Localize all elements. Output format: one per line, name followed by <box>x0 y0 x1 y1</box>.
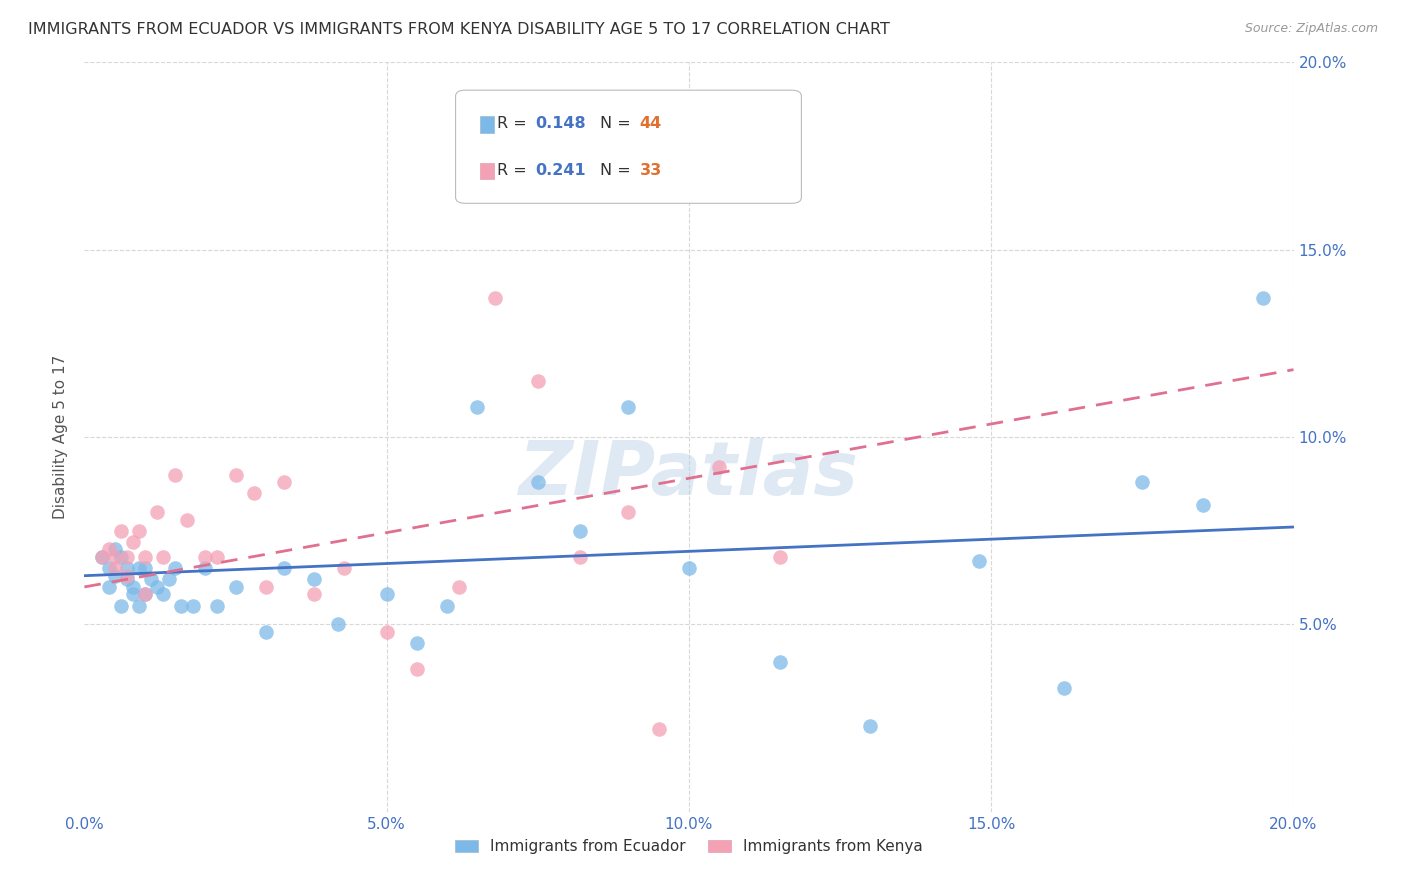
Point <box>617 505 640 519</box>
Point <box>678 561 700 575</box>
Point <box>104 568 127 582</box>
Point <box>97 580 120 594</box>
Point <box>254 580 277 594</box>
Point <box>302 573 325 587</box>
Legend: Immigrants from Ecuador, Immigrants from Kenya: Immigrants from Ecuador, Immigrants from… <box>449 833 929 860</box>
Point <box>273 561 295 575</box>
Point <box>207 599 229 613</box>
Point <box>121 587 143 601</box>
Point <box>194 549 217 564</box>
Point <box>967 554 990 568</box>
Point <box>110 599 132 613</box>
Point <box>617 400 640 414</box>
Point <box>134 549 156 564</box>
Text: 0.241: 0.241 <box>536 163 586 178</box>
Point <box>128 524 150 538</box>
Point <box>527 374 550 388</box>
Point <box>170 599 193 613</box>
Point <box>152 549 174 564</box>
Point <box>527 475 550 489</box>
Point <box>207 549 229 564</box>
Point <box>333 561 356 575</box>
Point <box>134 587 156 601</box>
Point <box>134 561 156 575</box>
Point <box>104 542 127 557</box>
FancyBboxPatch shape <box>456 90 801 203</box>
Point <box>152 587 174 601</box>
Point <box>859 718 882 732</box>
Point <box>110 524 132 538</box>
Point <box>467 400 489 414</box>
Point <box>406 662 429 676</box>
Point <box>115 573 138 587</box>
Point <box>121 535 143 549</box>
Text: 44: 44 <box>640 116 662 131</box>
Point <box>1053 681 1076 695</box>
Text: R =: R = <box>498 116 531 131</box>
Point <box>1130 475 1153 489</box>
Point <box>225 580 247 594</box>
Point <box>194 561 217 575</box>
Point <box>165 467 187 482</box>
Point <box>128 561 150 575</box>
Point <box>128 599 150 613</box>
Point <box>484 292 506 306</box>
Point <box>110 549 132 564</box>
Bar <box>479 116 495 133</box>
Point <box>165 561 187 575</box>
Point <box>242 486 264 500</box>
Point <box>104 549 127 564</box>
Point <box>225 467 247 482</box>
Point <box>769 549 792 564</box>
Point <box>157 573 180 587</box>
Point <box>1253 292 1275 306</box>
Point <box>91 549 114 564</box>
Point <box>1192 498 1215 512</box>
Y-axis label: Disability Age 5 to 17: Disability Age 5 to 17 <box>53 355 69 519</box>
Point <box>648 723 671 737</box>
Text: R =: R = <box>498 163 531 178</box>
Point <box>436 599 458 613</box>
Point <box>569 549 592 564</box>
Point <box>115 568 138 582</box>
Text: N =: N = <box>600 163 636 178</box>
Point <box>146 505 169 519</box>
Point <box>375 624 398 639</box>
Bar <box>479 163 495 179</box>
Point <box>115 549 138 564</box>
Point <box>115 561 138 575</box>
Point <box>569 524 592 538</box>
Point <box>176 512 198 526</box>
Point <box>91 549 114 564</box>
Point <box>375 587 398 601</box>
Point <box>104 561 127 575</box>
Text: N =: N = <box>600 116 636 131</box>
Point <box>97 561 120 575</box>
Point <box>328 617 350 632</box>
Point <box>181 599 204 613</box>
Point <box>254 624 277 639</box>
Point <box>709 460 731 475</box>
Text: ZIPatlas: ZIPatlas <box>519 438 859 511</box>
Point <box>769 655 792 669</box>
Point <box>406 636 429 650</box>
Point <box>302 587 325 601</box>
Point <box>273 475 295 489</box>
Text: 33: 33 <box>640 163 662 178</box>
Point <box>97 542 120 557</box>
Point <box>121 580 143 594</box>
Point <box>134 587 156 601</box>
Text: 0.148: 0.148 <box>536 116 586 131</box>
Text: IMMIGRANTS FROM ECUADOR VS IMMIGRANTS FROM KENYA DISABILITY AGE 5 TO 17 CORRELAT: IMMIGRANTS FROM ECUADOR VS IMMIGRANTS FR… <box>28 22 890 37</box>
Text: Source: ZipAtlas.com: Source: ZipAtlas.com <box>1244 22 1378 36</box>
Point <box>449 580 471 594</box>
Point <box>139 573 162 587</box>
Point <box>146 580 169 594</box>
